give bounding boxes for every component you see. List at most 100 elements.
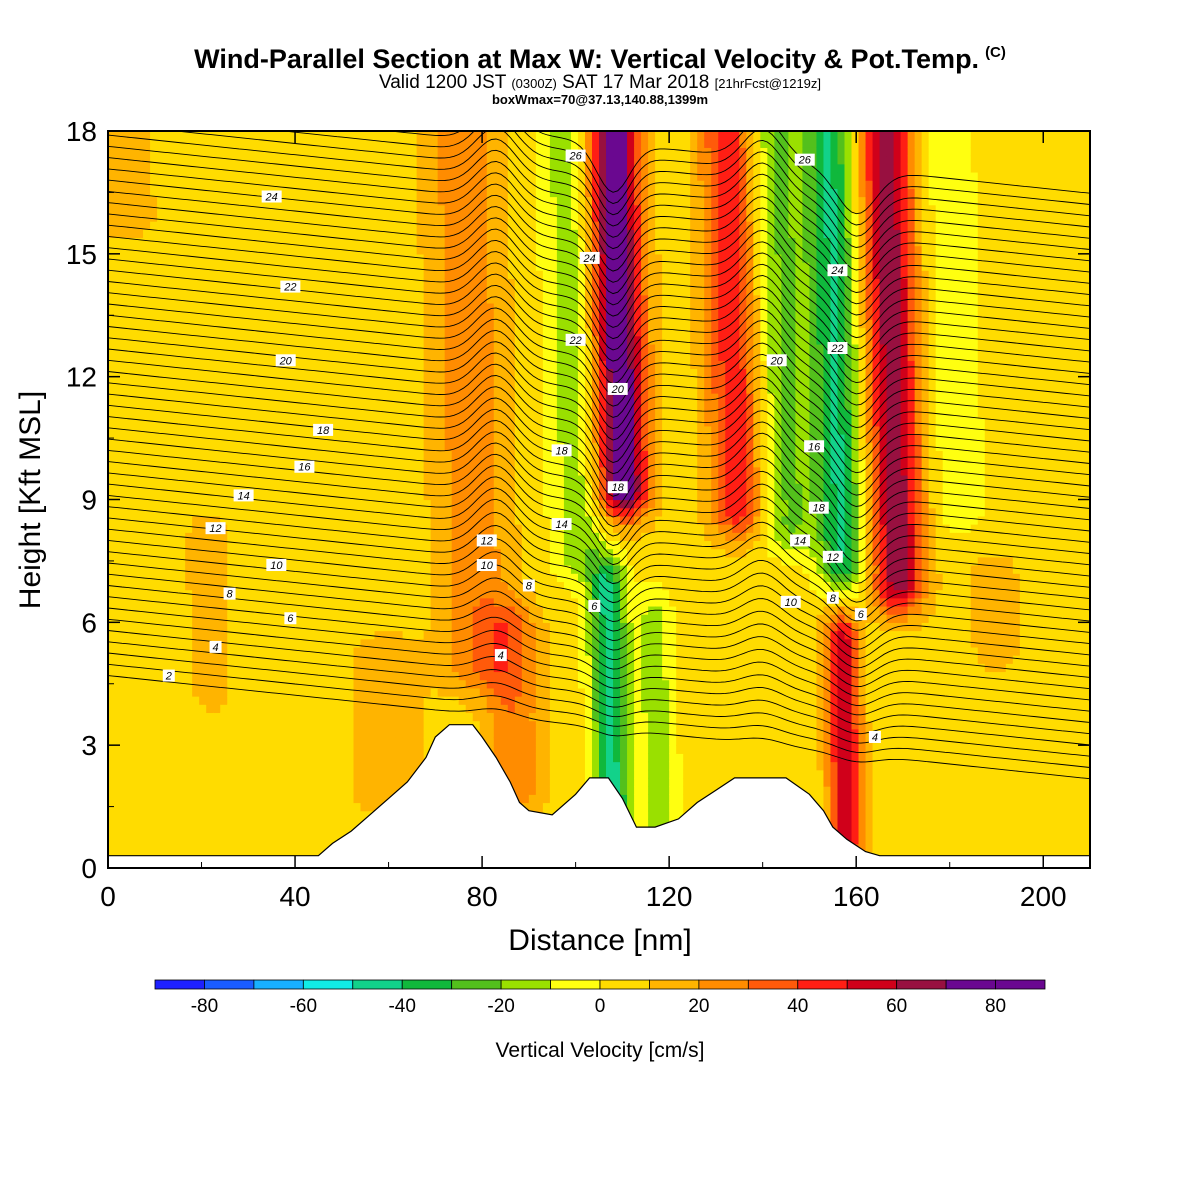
theta-label: 18: [808, 501, 829, 515]
y-tick-label: 0: [81, 853, 97, 884]
x-tick-label: 80: [467, 881, 498, 912]
x-tick-label: 0: [100, 881, 116, 912]
y-axis-label: Height [Kft MSL]: [14, 391, 47, 609]
theta-label: 26: [565, 149, 586, 163]
theta-contour: [108, 427, 1090, 552]
theta-label: 20: [766, 354, 787, 367]
theta-contour: [108, 641, 1090, 746]
theta-contour: [108, 382, 1090, 507]
theta-label: 14: [233, 489, 254, 502]
colorbar-tick-label: -60: [290, 996, 317, 1017]
theta-label: 6: [854, 608, 867, 621]
x-tick-label: 40: [279, 881, 310, 912]
theta-label: 14: [551, 518, 572, 531]
colorbar-tick-label: 60: [886, 996, 907, 1017]
theta-contour: [108, 134, 1090, 260]
theta-contour: [108, 652, 1090, 757]
theta-label: 24: [579, 251, 600, 265]
theta-label: 24: [827, 264, 848, 277]
colorbar-swatch: [945, 979, 996, 990]
theta-contour: [108, 224, 1090, 350]
colorbar-tick-label: -80: [191, 996, 218, 1017]
theta-contour: [108, 235, 1090, 361]
theta-contour: [108, 157, 1090, 282]
colorbar-swatch: [154, 979, 205, 990]
theta-contour: [108, 303, 1090, 429]
copyright-tag: (C): [985, 44, 1006, 61]
theta-label: 8: [522, 579, 535, 592]
y-tick-label: 15: [66, 239, 97, 270]
theta-contour: [108, 416, 1090, 541]
theta-contour: [108, 202, 1090, 327]
theta-contour: [108, 247, 1090, 372]
theta-label: 6: [588, 599, 601, 613]
theta-contour: [108, 585, 1090, 690]
theta-label: 4: [494, 649, 507, 662]
theta-contour: [108, 269, 1090, 395]
theta-label: 6: [284, 612, 297, 625]
theta-label: 8: [223, 587, 236, 601]
potential-temperature-contours: [108, 131, 1090, 780]
colorbar-swatch: [550, 979, 601, 990]
colorbar-swatch: [649, 979, 700, 990]
theta-contour: [108, 145, 1090, 271]
colorbar-swatch: [747, 979, 799, 990]
theta-contour: [108, 449, 1090, 575]
theta-label: 22: [827, 342, 848, 355]
theta-contour: [108, 326, 1090, 451]
chart-title: Wind-Parallel Section at Max W: Vertical…: [194, 44, 1006, 74]
theta-contour: [108, 472, 1090, 594]
colorbar-swatch: [995, 979, 1046, 990]
theta-label: 16: [294, 460, 315, 474]
theta-label: 12: [205, 522, 226, 535]
colorbar-swatch: [401, 979, 453, 990]
colorbar-label: Vertical Velocity [cm/s]: [496, 1039, 705, 1062]
colorbar-swatch: [500, 979, 551, 990]
theta-label: 18: [607, 481, 628, 494]
colorbar-swatch: [698, 979, 749, 990]
colorbar-tick-label: -40: [388, 996, 415, 1017]
theta-label: 10: [266, 559, 287, 572]
theta-contour: [108, 675, 1090, 780]
vertical-velocity-field: [108, 131, 1090, 868]
theta-contour: [108, 371, 1090, 496]
theta-label: 20: [607, 382, 628, 396]
y-tick-label: 9: [81, 485, 97, 516]
theta-contour: [278, 131, 1090, 237]
theta-label: 12: [476, 534, 497, 547]
colorbar-tick-label: 40: [787, 996, 808, 1017]
theta-contour: [108, 393, 1090, 519]
theta-label: 22: [280, 280, 301, 294]
theta-label: 4: [868, 730, 881, 744]
y-tick-label: 3: [81, 730, 97, 761]
colorbar-swatch: [846, 979, 898, 990]
theta-contour: [108, 573, 1090, 678]
contour-labels: 26 26242424222222202020181818181616141414…: [162, 149, 881, 744]
theta-contour: [108, 630, 1090, 735]
theta-label: 2: [162, 669, 175, 683]
theta-contour: [108, 337, 1090, 462]
theta-contour: [108, 618, 1090, 723]
theta-label: 4: [209, 640, 222, 654]
theta-contour: [108, 314, 1090, 440]
theta-contour: [108, 348, 1090, 474]
theta-contour: [108, 404, 1090, 530]
colorbar-tick-label: -20: [487, 996, 514, 1017]
colorbar-swatch: [599, 979, 650, 990]
theta-contour: [108, 506, 1090, 622]
x-tick-label: 120: [646, 881, 693, 912]
theta-label: 12: [822, 550, 843, 564]
colorbar-swatch: [204, 979, 255, 990]
theta-label: 18: [313, 423, 334, 437]
x-axis-label: Distance [nm]: [508, 924, 691, 957]
theta-label: 10: [476, 559, 497, 572]
chart-subtitle: Valid 1200 JST (0300Z) SAT 17 Mar 2018 […: [378, 72, 822, 93]
y-tick-label: 12: [66, 362, 97, 393]
colorbar-swatch: [302, 979, 354, 990]
theta-contour: [108, 213, 1090, 339]
theta-contour: [108, 596, 1090, 701]
theta-contour: [108, 438, 1090, 564]
colorbar-swatch: [896, 979, 947, 990]
theta-contour: [108, 359, 1090, 485]
chart-box-info: boxWmax=70@37.13,140.88,1399m: [491, 92, 709, 107]
